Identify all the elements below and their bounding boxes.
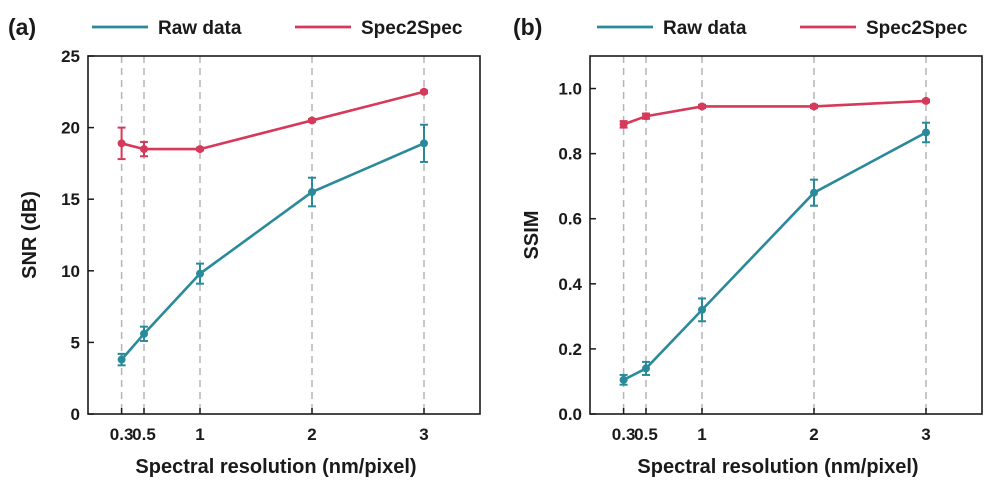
- series-line-raw: [120, 142, 425, 361]
- x-tick-label: 2: [809, 425, 818, 444]
- y-tick-label: 0.0: [558, 405, 582, 424]
- y-tick-label: 0.4: [558, 275, 582, 294]
- series-line-spec2spec: [623, 99, 927, 126]
- y-tick-label: 10: [61, 262, 80, 281]
- x-tick-label: 2: [307, 425, 316, 444]
- panel-label: (a): [8, 14, 36, 40]
- y-tick-label: 0.2: [558, 340, 582, 359]
- x-tick-label: 0.5: [634, 425, 658, 444]
- data-point-spec2spec: [810, 102, 818, 111]
- legend-label-raw: Raw data: [158, 18, 242, 39]
- x-tick-label: 0.5: [132, 425, 156, 444]
- legend-label-raw: Raw data: [663, 18, 747, 39]
- data-point-spec2spec: [117, 139, 126, 148]
- x-tick-label: 3: [419, 425, 428, 444]
- y-tick-label: 1.0: [558, 80, 582, 99]
- x-axis-title: Spectral resolution (nm/pixel): [637, 456, 918, 478]
- chart-panel-ssim: (b) SSIM Spectral resolution (nm/pixel) …: [513, 14, 983, 478]
- data-point-raw: [196, 269, 204, 278]
- data-point-raw: [420, 139, 428, 148]
- y-axis-title: SNR (dB): [19, 191, 41, 279]
- y-tick-label: 0.6: [558, 210, 582, 229]
- data-point-spec2spec: [922, 96, 930, 105]
- x-axis-title: Spectral resolution (nm/pixel): [135, 456, 416, 478]
- data-point-spec2spec: [642, 112, 650, 121]
- x-tick-label: 0.3: [612, 425, 636, 444]
- data-point-spec2spec: [619, 120, 628, 129]
- panel-label: (b): [513, 14, 542, 40]
- plot-frame: [589, 55, 983, 415]
- chart-panel-snr: (a) SNR (dB) Spectral resolution (nm/pix…: [8, 14, 481, 478]
- data-point-raw: [810, 188, 818, 197]
- data-point-raw: [698, 305, 706, 314]
- x-tick-label: 1: [697, 425, 706, 444]
- y-axis-title: SSIM: [521, 211, 543, 260]
- data-point-spec2spec: [140, 145, 148, 154]
- data-point-raw: [922, 128, 930, 137]
- data-point-spec2spec: [308, 116, 316, 125]
- legend-label-spec2spec: Spec2Spec: [866, 18, 968, 39]
- data-point-raw: [140, 329, 148, 338]
- data-point-raw: [642, 364, 650, 373]
- x-tick-label: 0.3: [110, 425, 134, 444]
- y-tick-label: 20: [61, 119, 80, 138]
- data-point-raw: [619, 375, 628, 384]
- y-tick-label: 0: [71, 405, 80, 424]
- data-point-spec2spec: [698, 102, 706, 111]
- legend-label-spec2spec: Spec2Spec: [361, 18, 463, 39]
- y-tick-label: 15: [61, 190, 80, 209]
- data-point-spec2spec: [196, 145, 204, 154]
- x-tick-label: 1: [195, 425, 204, 444]
- y-tick-label: 0.8: [558, 145, 582, 164]
- plot-frame: [87, 55, 481, 415]
- series-line-spec2spec: [121, 90, 425, 151]
- y-tick-label: 5: [71, 333, 80, 352]
- data-point-spec2spec: [420, 87, 428, 96]
- x-tick-label: 3: [921, 425, 930, 444]
- y-tick-label: 25: [61, 47, 80, 66]
- data-point-raw: [308, 188, 316, 197]
- data-point-raw: [117, 355, 126, 364]
- series-line-raw: [623, 131, 927, 381]
